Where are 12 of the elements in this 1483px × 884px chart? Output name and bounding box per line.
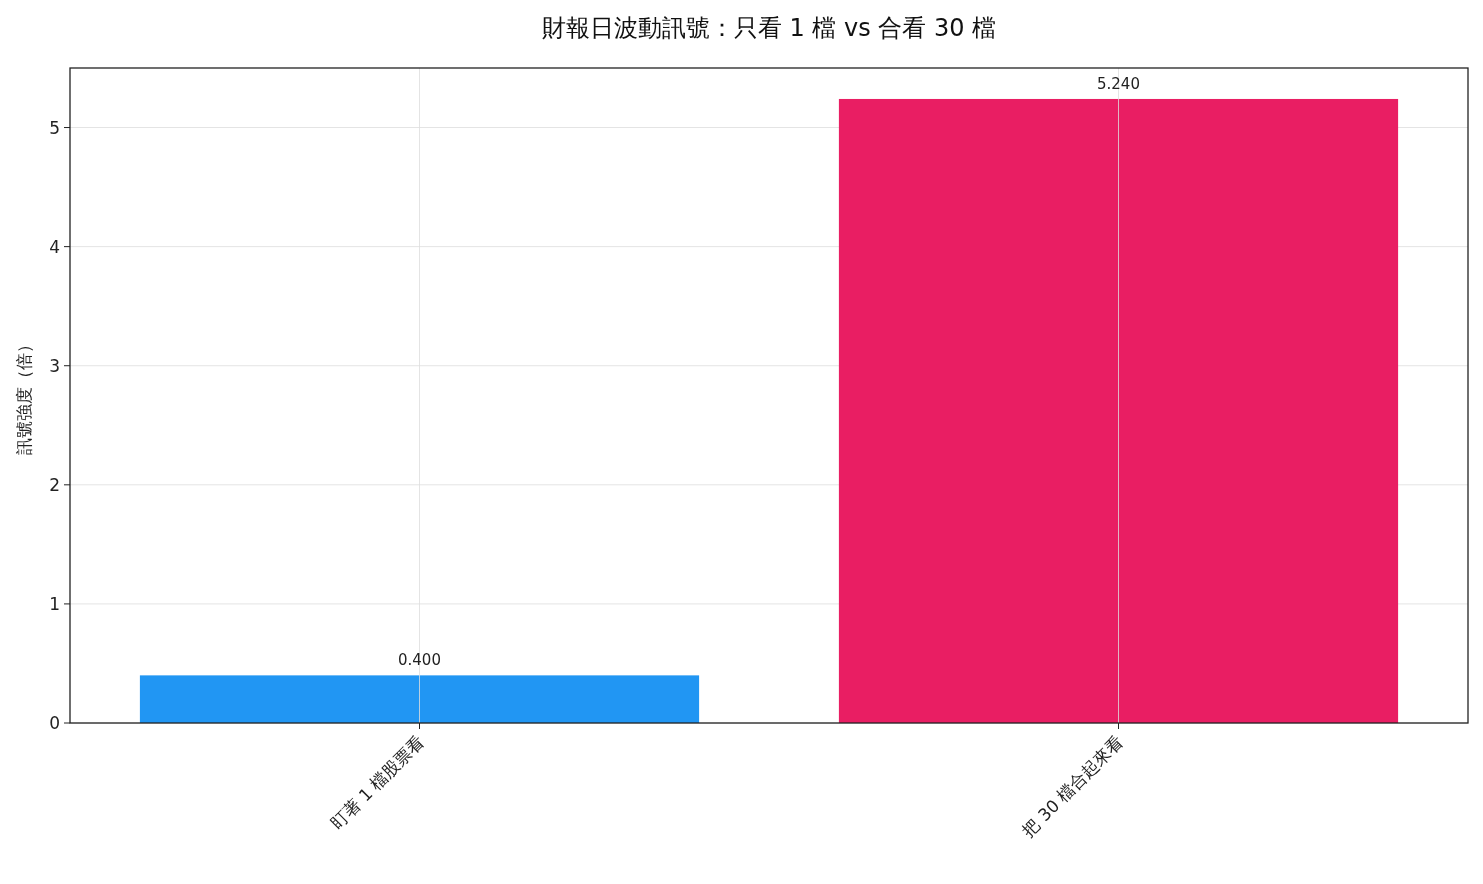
y-tick-label: 5 (49, 117, 60, 138)
data-label: 0.400 (398, 651, 441, 670)
y-tick-label: 0 (49, 713, 60, 733)
y-tick-label: 1 (49, 593, 60, 614)
x-tick-label: 把 30 檔合起來看 (1018, 731, 1128, 841)
y-tick-label: 4 (49, 236, 60, 257)
y-tick-label: 3 (49, 355, 60, 376)
y-axis-title: 訊號強度（倍） (14, 336, 34, 455)
x-tick-label: 盯著 1 檔股票看 (326, 731, 429, 834)
y-tick-label: 2 (49, 474, 60, 495)
data-label: 5.240 (1097, 74, 1140, 93)
chart-title: 財報日波動訊號：只看 1 檔 vs 合看 30 檔 (541, 14, 997, 42)
